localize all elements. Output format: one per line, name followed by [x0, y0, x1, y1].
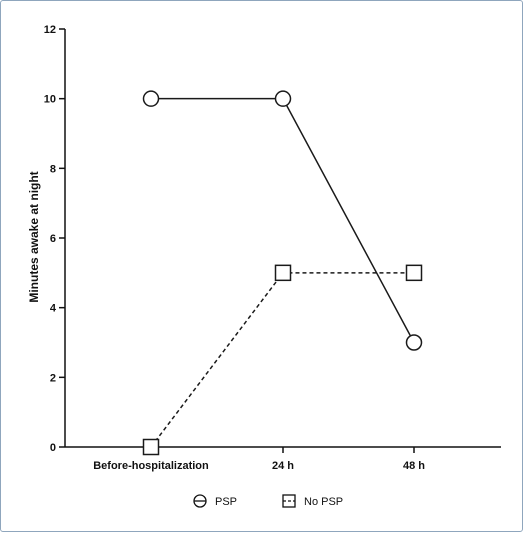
x-tick-label: 24 h	[272, 460, 294, 472]
y-tick-label: 10	[44, 94, 56, 106]
y-tick-label: 12	[44, 24, 56, 36]
series-layer	[142, 90, 423, 456]
psp-point	[142, 90, 160, 107]
legend-label-psp: PSP	[215, 496, 237, 508]
y-axis-label: Minutes awake at night	[27, 171, 41, 302]
no-psp-point	[405, 264, 423, 282]
series-line-psp	[151, 97, 415, 343]
psp-point	[274, 90, 292, 107]
no-psp-point	[274, 264, 292, 282]
y-tick-label: 6	[50, 233, 56, 245]
y-tick-label: 8	[50, 163, 56, 175]
legend: PSP No PSP	[193, 494, 343, 508]
no-psp-point	[142, 438, 160, 456]
psp-point	[405, 334, 423, 351]
x-tick-label: 48 h	[403, 460, 425, 472]
y-tick-label: 4	[50, 303, 57, 315]
axes: 0 2 4 6 8 10 12 Before-hospitalization 24 h 48 h	[44, 24, 501, 472]
y-tick-label: 2	[50, 372, 56, 384]
y-tick-label: 0	[50, 442, 56, 454]
series-line-no-psp	[150, 272, 414, 448]
x-tick-label: Before-hospitalization	[93, 460, 209, 472]
legend-label-no-psp: No PSP	[304, 496, 343, 508]
